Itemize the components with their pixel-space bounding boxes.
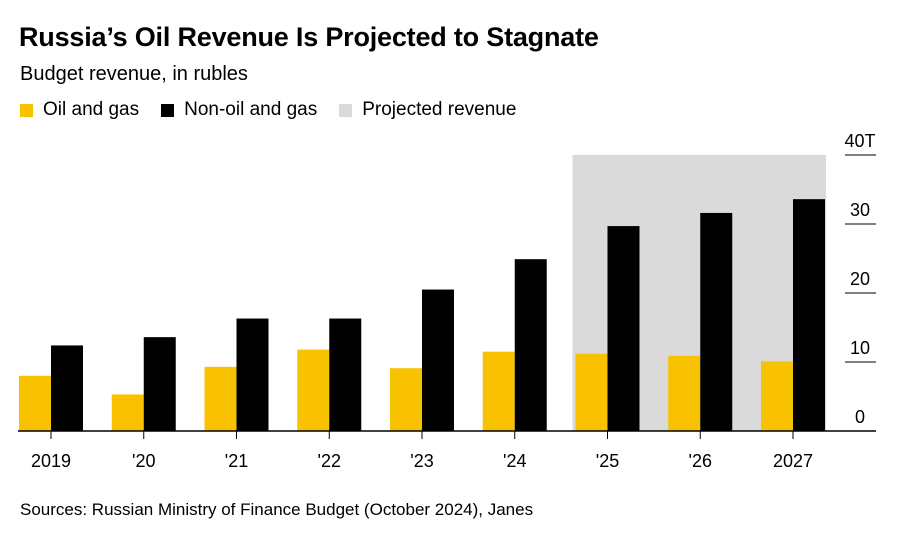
legend-swatch-projected-revenue xyxy=(339,103,353,117)
x-tick-label: '21 xyxy=(225,451,248,471)
bar-oil-and-gas xyxy=(297,349,330,431)
legend-label-non-oil-and-gas: Non-oil and gas xyxy=(184,99,318,120)
chart-subtitle: Budget revenue, in rubles xyxy=(20,63,248,85)
bar-non-oil-and-gas xyxy=(700,212,733,431)
x-tick-label: '20 xyxy=(132,451,155,471)
bar-oil-and-gas xyxy=(111,394,144,431)
bar-oil-and-gas xyxy=(204,366,237,431)
chart-title: Russia’s Oil Revenue Is Projected to Sta… xyxy=(19,22,599,52)
bar-oil-and-gas xyxy=(482,351,515,431)
y-tick-label: 10 xyxy=(850,338,870,358)
bar-non-oil-and-gas xyxy=(143,337,176,431)
x-tick-label: '25 xyxy=(596,451,619,471)
bar-non-oil-and-gas xyxy=(514,259,547,431)
legend-item-projected-revenue: Projected revenue xyxy=(339,99,516,121)
legend-item-oil-and-gas: Oil and gas xyxy=(20,99,139,121)
bar-chart: 0 10 20 30 40T 2019 '20 '21 '22 '23 '24 '25 '26 2027 xyxy=(18,131,876,471)
y-tick-label: 0 xyxy=(855,407,865,427)
bar-non-oil-and-gas xyxy=(607,226,640,431)
x-tick-label: '26 xyxy=(689,451,712,471)
bar-oil-and-gas xyxy=(390,368,422,431)
x-tick-label: '24 xyxy=(503,451,526,471)
legend-swatch-non-oil-and-gas xyxy=(161,103,175,117)
bar-non-oil-and-gas xyxy=(51,345,83,431)
x-tick-label: 2027 xyxy=(773,451,813,471)
bar-non-oil-and-gas xyxy=(236,318,269,431)
y-tick-label: 30 xyxy=(850,200,870,220)
y-tick-label: 40T xyxy=(844,131,875,151)
y-tick-label: 20 xyxy=(850,269,870,289)
legend-item-non-oil-and-gas: Non-oil and gas xyxy=(161,99,317,121)
bar-oil-and-gas xyxy=(19,375,51,431)
bar-oil-and-gas xyxy=(761,361,793,431)
bar-non-oil-and-gas xyxy=(329,318,362,431)
bar-non-oil-and-gas xyxy=(422,289,454,431)
x-tick-label: '23 xyxy=(410,451,433,471)
legend-label-oil-and-gas: Oil and gas xyxy=(43,99,140,120)
source-note: Sources: Russian Ministry of Finance Bud… xyxy=(20,500,534,519)
legend-swatch-oil-and-gas xyxy=(20,103,33,117)
bar-oil-and-gas xyxy=(575,353,608,431)
legend-label-projected-revenue: Projected revenue xyxy=(362,99,517,120)
bar-oil-and-gas xyxy=(668,355,701,431)
legend: Oil and gas Non-oil and gas Projected re… xyxy=(20,99,538,121)
bar-non-oil-and-gas xyxy=(793,199,825,431)
x-tick-label: '22 xyxy=(318,451,341,471)
x-tick-label: 2019 xyxy=(31,451,71,471)
